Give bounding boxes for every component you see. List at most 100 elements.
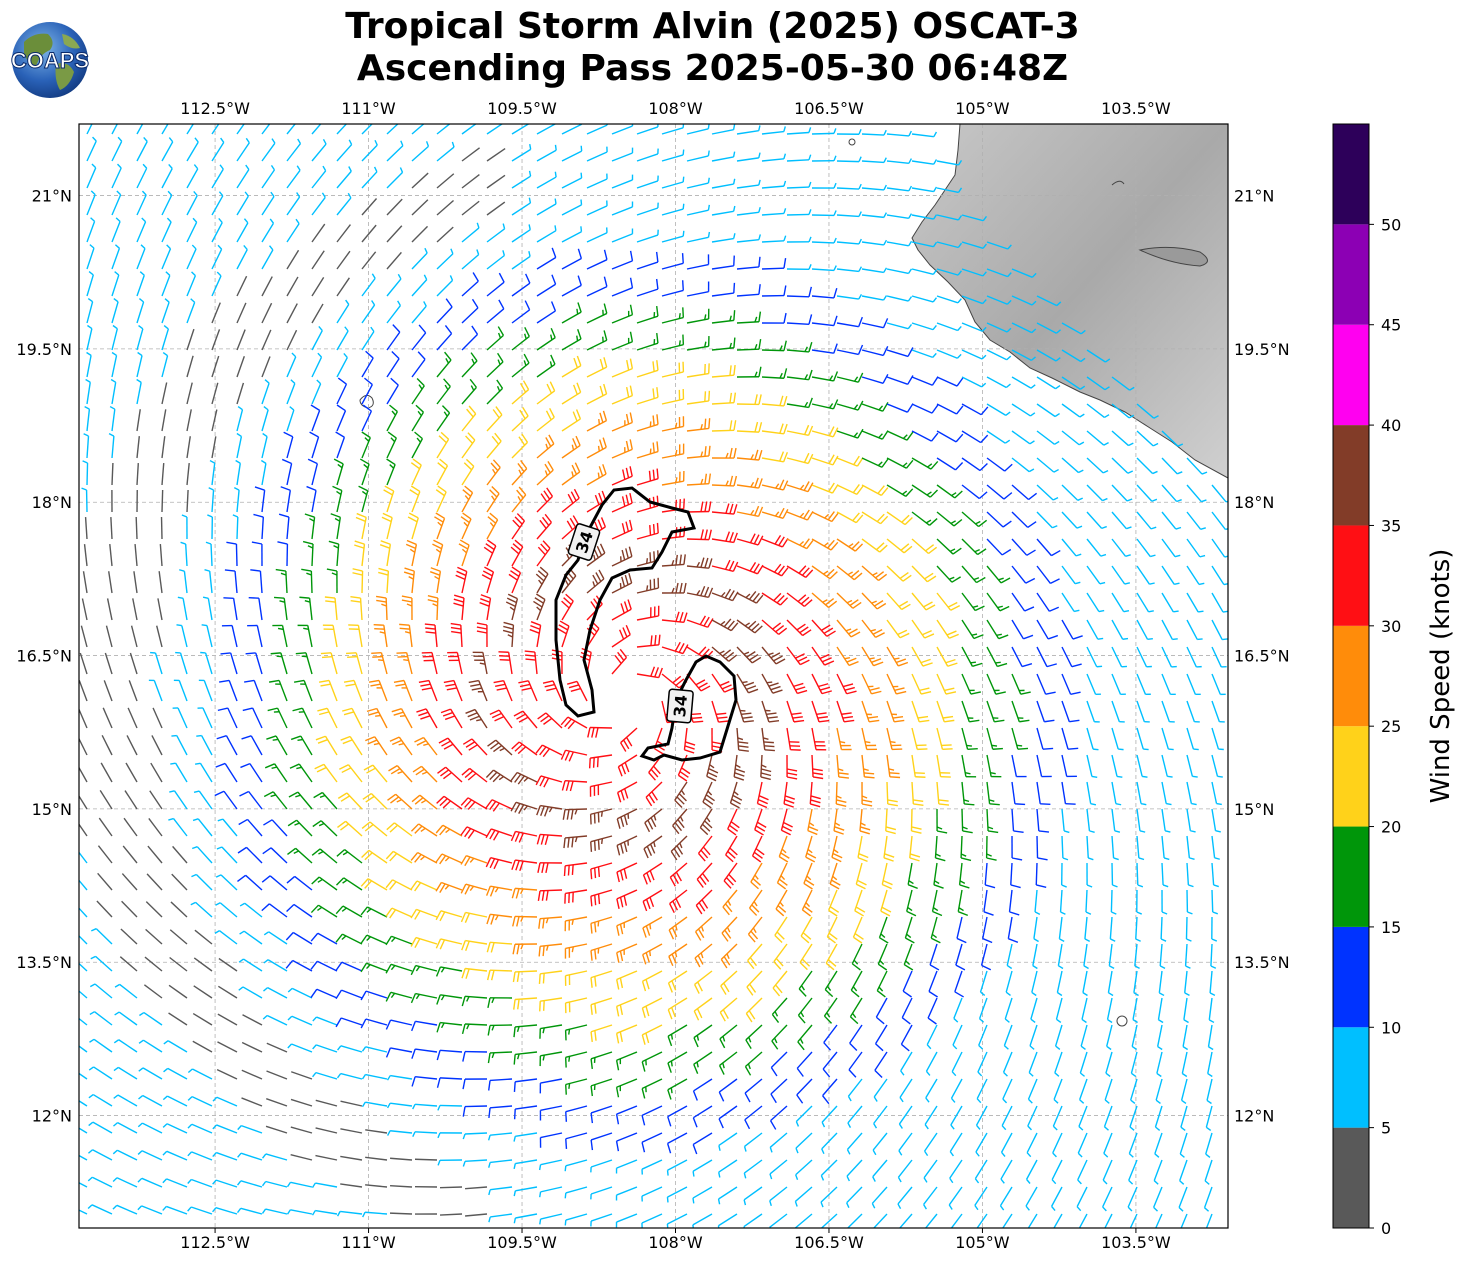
wind-barb bbox=[978, 1024, 988, 1050]
wind-barb bbox=[411, 378, 425, 405]
lake-chapala bbox=[1138, 246, 1208, 267]
wind-barb bbox=[361, 273, 376, 297]
wind-barb bbox=[911, 538, 938, 555]
wind-barb bbox=[1136, 862, 1144, 888]
wind-barb bbox=[539, 1213, 563, 1225]
lat-label-right: 21°N bbox=[1234, 187, 1274, 206]
wind-barb bbox=[775, 889, 788, 917]
lat-label-left: 13.5°N bbox=[16, 953, 72, 972]
wind-barb bbox=[1086, 754, 1098, 778]
wind-barb bbox=[436, 405, 451, 432]
wind-barb bbox=[820, 1159, 838, 1181]
wind-barb bbox=[111, 244, 121, 270]
wind-barb bbox=[211, 302, 221, 324]
lat-label-right: 15°N bbox=[1234, 800, 1274, 819]
wind-barb bbox=[437, 1159, 463, 1166]
wind-barb bbox=[961, 484, 988, 500]
wind-barb bbox=[112, 1177, 138, 1188]
wind-barb bbox=[811, 399, 839, 410]
wind-barb bbox=[136, 244, 146, 270]
wind-barb bbox=[336, 1072, 363, 1080]
colorbar-tick-label: 25 bbox=[1381, 717, 1401, 736]
wind-barb bbox=[386, 377, 399, 405]
wind-barb bbox=[1004, 997, 1013, 1023]
wind-barb bbox=[411, 172, 429, 189]
wind-barb bbox=[1136, 538, 1156, 558]
wind-barb bbox=[1156, 1051, 1163, 1078]
wind-barb bbox=[98, 817, 113, 837]
wind-barb bbox=[736, 234, 762, 243]
wind-barb bbox=[564, 1186, 588, 1199]
wind-barb bbox=[487, 1051, 513, 1064]
wind-barb bbox=[1160, 916, 1167, 942]
wind-barb bbox=[861, 373, 889, 384]
wind-barb bbox=[821, 1105, 838, 1128]
wind-barb bbox=[1133, 970, 1139, 997]
wind-barb bbox=[900, 1051, 913, 1076]
wind-barb bbox=[186, 137, 199, 162]
wind-barb bbox=[661, 307, 685, 324]
wind-barb bbox=[1211, 700, 1225, 723]
wind-barb bbox=[836, 592, 862, 609]
wind-barb bbox=[386, 124, 399, 135]
wind-barb bbox=[536, 407, 555, 432]
wind-barb bbox=[686, 473, 712, 486]
wind-barb bbox=[1061, 430, 1085, 446]
wind-barb bbox=[773, 943, 788, 970]
wind-barb bbox=[747, 943, 763, 970]
wind-barb bbox=[263, 931, 288, 945]
lon-label-bottom: 111°W bbox=[341, 1233, 396, 1252]
wind-barb bbox=[173, 679, 188, 702]
wind-barb bbox=[999, 1186, 1013, 1211]
wind-barb bbox=[211, 271, 222, 297]
wind-barb bbox=[661, 124, 685, 135]
wind-barb bbox=[1036, 349, 1061, 362]
wind-barb bbox=[636, 468, 659, 486]
wind-barb bbox=[586, 276, 608, 297]
wind-barb bbox=[686, 529, 712, 541]
wind-barb bbox=[761, 395, 788, 407]
wind-barb bbox=[128, 680, 138, 702]
wind-barb bbox=[241, 1041, 263, 1053]
wind-barb bbox=[986, 295, 1012, 305]
wind-barb bbox=[836, 646, 859, 667]
wind-barb bbox=[437, 766, 463, 783]
wind-barb bbox=[761, 727, 775, 752]
wind-barb bbox=[486, 147, 506, 162]
wind-barb bbox=[465, 1213, 488, 1217]
wind-barb bbox=[836, 211, 862, 218]
wind-barb bbox=[461, 249, 480, 270]
wind-barb bbox=[136, 351, 143, 378]
wind-barb bbox=[911, 457, 939, 470]
wind-barb bbox=[743, 1132, 763, 1152]
wind-barb bbox=[1086, 403, 1110, 419]
wind-barb bbox=[315, 1127, 338, 1134]
wind-barb bbox=[361, 821, 388, 837]
wind-barb bbox=[360, 906, 388, 918]
wind-barb bbox=[193, 985, 213, 999]
wind-barb bbox=[803, 862, 815, 890]
wind-barb bbox=[898, 1105, 913, 1129]
wind-barb bbox=[109, 544, 113, 567]
wind-barb bbox=[286, 249, 300, 270]
wind-barb bbox=[79, 794, 88, 810]
contour-34kt-north bbox=[554, 486, 697, 718]
wind-barb bbox=[1152, 1186, 1163, 1212]
wind-barb bbox=[1109, 916, 1116, 942]
wind-barb bbox=[287, 1015, 313, 1026]
wind-barb bbox=[786, 592, 813, 607]
wind-barb bbox=[786, 619, 812, 637]
wind-barb bbox=[488, 1186, 513, 1196]
wind-barb bbox=[736, 727, 749, 752]
wind-barb bbox=[820, 1213, 838, 1228]
wind-barb bbox=[954, 970, 964, 998]
wind-barb bbox=[1086, 673, 1101, 695]
wind-barb bbox=[262, 847, 288, 864]
wind-barb bbox=[986, 403, 1011, 416]
wind-barb bbox=[535, 566, 549, 594]
wind-barb bbox=[161, 325, 170, 351]
wind-barb bbox=[472, 651, 488, 675]
wind-barb bbox=[1186, 889, 1193, 915]
small-lake bbox=[1111, 180, 1125, 186]
wind-barb bbox=[936, 754, 951, 778]
